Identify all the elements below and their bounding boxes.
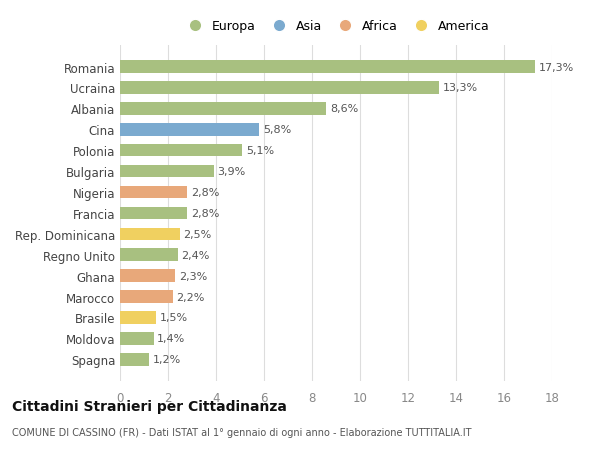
Bar xyxy=(120,124,259,136)
Text: 1,5%: 1,5% xyxy=(160,313,188,323)
Text: 13,3%: 13,3% xyxy=(443,83,478,93)
Text: Cittadini Stranieri per Cittadinanza: Cittadini Stranieri per Cittadinanza xyxy=(12,399,287,413)
Text: 5,1%: 5,1% xyxy=(246,146,274,156)
Text: 2,8%: 2,8% xyxy=(191,208,219,218)
Text: 2,4%: 2,4% xyxy=(181,250,209,260)
Bar xyxy=(120,291,173,303)
Bar xyxy=(120,186,187,199)
Text: 3,9%: 3,9% xyxy=(217,167,245,177)
Bar xyxy=(120,82,439,95)
Text: 2,3%: 2,3% xyxy=(179,271,207,281)
Text: 8,6%: 8,6% xyxy=(330,104,358,114)
Bar xyxy=(120,103,326,115)
Bar xyxy=(120,332,154,345)
Bar xyxy=(120,353,149,366)
Bar xyxy=(120,312,156,324)
Bar xyxy=(120,145,242,157)
Bar xyxy=(120,228,180,241)
Text: 2,5%: 2,5% xyxy=(184,230,212,239)
Text: 1,4%: 1,4% xyxy=(157,334,185,344)
Text: 5,8%: 5,8% xyxy=(263,125,291,135)
Text: 17,3%: 17,3% xyxy=(539,62,574,73)
Text: 2,2%: 2,2% xyxy=(176,292,205,302)
Legend: Europa, Asia, Africa, America: Europa, Asia, Africa, America xyxy=(177,15,495,38)
Text: 2,8%: 2,8% xyxy=(191,188,219,197)
Text: COMUNE DI CASSINO (FR) - Dati ISTAT al 1° gennaio di ogni anno - Elaborazione TU: COMUNE DI CASSINO (FR) - Dati ISTAT al 1… xyxy=(12,427,472,437)
Bar xyxy=(120,61,535,73)
Text: 1,2%: 1,2% xyxy=(152,354,181,364)
Bar xyxy=(120,207,187,220)
Bar xyxy=(120,249,178,262)
Bar xyxy=(120,165,214,178)
Bar xyxy=(120,270,175,282)
